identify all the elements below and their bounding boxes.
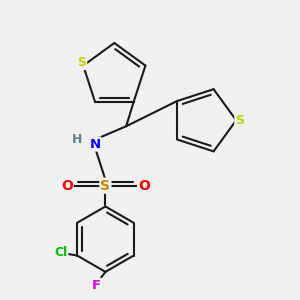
Text: Cl: Cl — [54, 246, 68, 259]
Text: S: S — [77, 56, 86, 69]
Text: S: S — [100, 179, 110, 193]
Text: S: S — [235, 114, 244, 127]
Text: N: N — [89, 138, 100, 151]
Text: H: H — [72, 133, 83, 146]
Text: O: O — [61, 179, 73, 193]
Text: O: O — [138, 179, 150, 193]
Text: F: F — [92, 279, 101, 292]
